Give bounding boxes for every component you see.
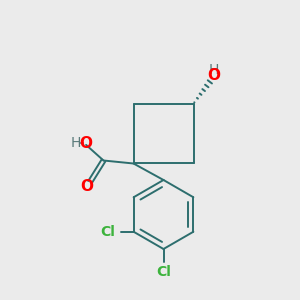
Text: Cl: Cl [101, 225, 116, 239]
Text: O: O [207, 68, 220, 83]
Text: Cl: Cl [156, 266, 171, 280]
Text: H: H [71, 136, 81, 150]
Text: O: O [80, 136, 93, 151]
Text: O: O [80, 179, 93, 194]
Text: H: H [208, 63, 219, 77]
